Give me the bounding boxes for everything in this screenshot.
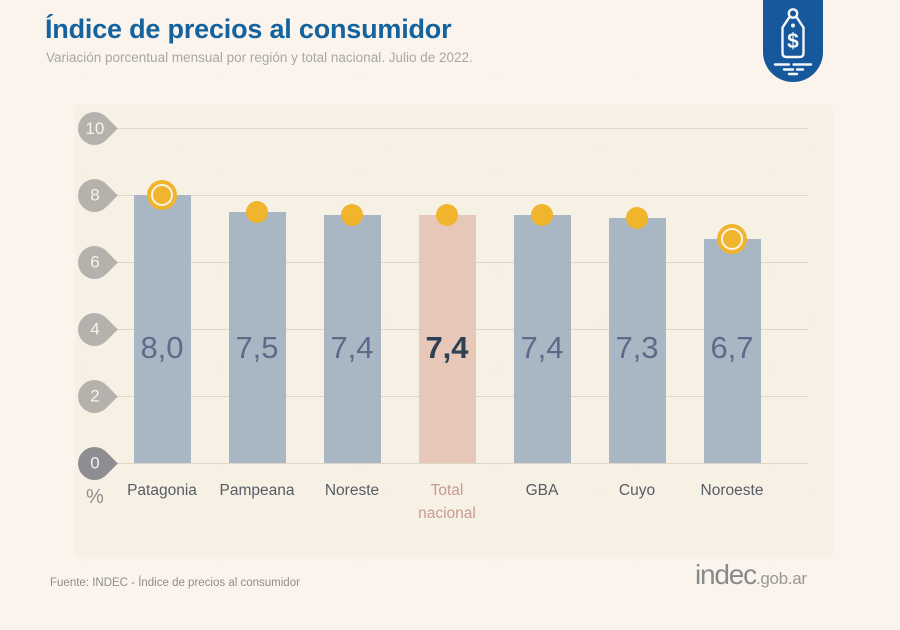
bar-value-gba: 7,4 [520,329,564,365]
logo-text: indec [695,559,757,590]
y-axis-tick-label: 4 [89,319,100,338]
x-axis-label-patagonia: Patagonia [127,482,197,499]
price-tag-badge: $ [763,0,823,82]
x-axis-label-pampeana: Pampeana [219,482,295,499]
page-title: Índice de precios al consumidor [45,14,452,44]
dot-marker-icon [436,204,458,227]
bar-noroeste: 6,7 [703,238,761,463]
y-axis-tick-label: 10 [85,118,104,138]
bar-patagonia: 8,0 [133,195,191,463]
y-axis-tick-label: 8 [89,185,100,204]
gridline-8 [95,195,808,196]
dot-marker-icon [531,204,553,227]
x-axis-label-cuyo: Cuyo [618,482,656,499]
x-axis-label-noreste: Noreste [324,482,380,499]
bar-value-noroeste: 6,7 [710,329,754,365]
ring-marker-icon [717,223,747,254]
y-axis-unit-label: % [86,486,104,508]
bar-noreste: 7,4 [323,215,381,463]
y-axis-tick-label: 6 [89,252,100,271]
bar-pampeana: 7,5 [228,211,286,463]
dot-marker-icon [626,207,648,230]
bar-value-pampeana: 7,5 [235,330,279,365]
x-axis-label-total-nacional: Total nacional [418,482,476,522]
bar-value-cuyo: 7,3 [615,329,659,365]
gridline-10 [95,128,808,129]
y-axis-tick-label: 0 [89,453,100,472]
bar-total-nacional: 7,4 [418,215,476,463]
price-tag-icon: $ [763,0,823,82]
ring-marker-icon [147,180,177,210]
x-axis-label-gba: GBA [525,482,559,499]
y-axis-tick-6: 6 [71,238,118,286]
dot-marker-icon [246,200,268,223]
bar-value-patagonia: 8,0 [140,330,184,365]
bar-value-total-nacional: 7,4 [425,329,469,365]
chart-panel: % 0 2 4 6 8 10 8,0 Patagonia 7,5 Pampeana 7,4 Nores… [71,104,833,557]
y-axis-tick-2: 2 [71,372,118,420]
gridline-0 [95,463,808,464]
indec-logo: indec .gob.ar [695,559,807,591]
bar-value-noreste: 7,4 [330,329,374,365]
bar-gba: 7,4 [513,215,571,463]
logo-suffix-text: .gob.ar [755,569,807,588]
bar-cuyo: 7,3 [608,218,666,463]
y-axis-tick-8: 8 [71,171,118,219]
source-note: Fuente: INDEC - Índice de precios al con… [50,577,300,589]
svg-text:$: $ [787,30,799,53]
y-axis-tick-4: 4 [71,305,118,353]
x-axis-label-noroeste: Noroeste [700,482,764,499]
dot-marker-icon [341,204,363,227]
y-axis-tick-label: 2 [89,386,100,405]
y-axis-tick-10: 10 [71,104,118,152]
page-subtitle: Variación porcentual mensual por región … [46,50,473,65]
